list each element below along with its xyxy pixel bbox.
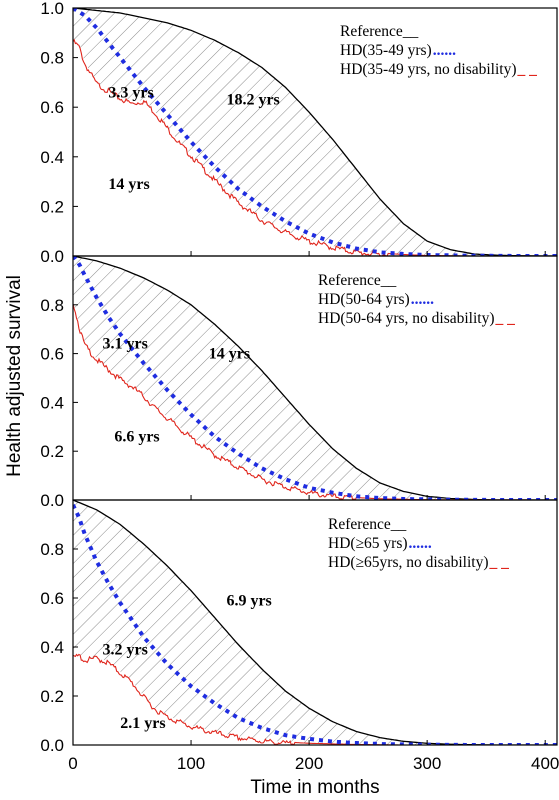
area-label: 3.2 yrs	[103, 641, 148, 658]
y-tick-label: 0.6	[40, 589, 64, 608]
y-axis-title: Health adjusted survival	[4, 275, 25, 477]
area-label: 6.9 yrs	[226, 592, 271, 609]
legend-entry: Reference__	[340, 23, 419, 40]
series-hd-no-disability	[73, 653, 557, 745]
y-tick-label: 0.8	[40, 540, 64, 559]
hatched-area	[73, 500, 557, 745]
legend-entry: Reference__	[318, 272, 397, 289]
y-tick-label: 0.4	[40, 638, 64, 657]
x-tick-label: 0	[68, 754, 77, 773]
y-tick-label: 0.6	[40, 345, 64, 364]
legend-entry: HD(≥65 yrs)	[328, 535, 408, 552]
series-hd-no-disability	[73, 38, 557, 256]
y-tick-label: 0.0	[40, 491, 64, 510]
x-tick-label: 200	[295, 754, 323, 773]
y-tick-label: 0.2	[40, 197, 64, 216]
y-tick-label: 0.0	[40, 736, 64, 755]
y-tick-label: 0.2	[40, 442, 64, 461]
legend-entry: HD(35-49 yrs)	[340, 42, 432, 59]
area-label: 6.6 yrs	[114, 428, 159, 445]
hatched-area	[73, 8, 557, 256]
legend-mark-dashed: _ _	[488, 554, 509, 571]
legend-mark-dotted: ......	[433, 42, 456, 59]
y-tick-label: 0.4	[40, 393, 64, 412]
legend-entry: Reference__	[328, 516, 407, 533]
series-reference	[73, 8, 557, 256]
y-tick-label: 0.0	[40, 247, 64, 266]
legend-entry: HD(≥65yrs, no disability)	[328, 554, 488, 571]
y-tick-label: 0.8	[40, 296, 64, 315]
series-hd	[73, 8, 557, 256]
y-tick-label: 1.0	[40, 0, 64, 18]
panel-frame	[72, 499, 558, 746]
y-tick-label: 0.4	[40, 148, 64, 167]
x-axis-title: Time in months	[250, 777, 379, 798]
x-tick-label: 400	[531, 754, 559, 773]
area-label: 3.3 yrs	[108, 84, 153, 101]
legend-entry: HD(50-64 yrs)	[318, 291, 410, 308]
hatched-area	[73, 256, 557, 500]
area-label: 3.1 yrs	[103, 336, 148, 353]
area-label: 14 yrs	[108, 176, 149, 193]
area-label: 18.2 yrs	[226, 92, 279, 109]
legend-mark-dashed: _ _	[495, 310, 516, 327]
y-tick-label: 0.2	[40, 687, 64, 706]
y-tick-label: 0.8	[40, 49, 64, 68]
legend-entry: HD(50-64 yrs, no disability)	[318, 310, 495, 327]
legend-mark-dotted: ......	[411, 291, 434, 308]
panel-2: 3.1 yrs 14 yrs 6.6 yrs	[73, 256, 557, 500]
x-tick-label: 300	[413, 754, 441, 773]
x-tick-label: 100	[177, 754, 205, 773]
legend-mark-dashed: _ _	[517, 61, 538, 78]
area-label: 2.1 yrs	[120, 715, 165, 732]
panel-3: 3.2 yrs 6.9 yrs 2.1 yrs	[73, 500, 557, 745]
y-tick-label: 0.6	[40, 98, 64, 117]
legend-mark-dotted: ......	[409, 535, 432, 552]
series-hd	[73, 504, 557, 745]
legend-entry: HD(35-49 yrs, no disability)	[340, 61, 517, 78]
panel-1: 3.3 yrs 18.2 yrs 14 yrs	[73, 8, 557, 256]
area-label: 14 yrs	[209, 345, 250, 362]
